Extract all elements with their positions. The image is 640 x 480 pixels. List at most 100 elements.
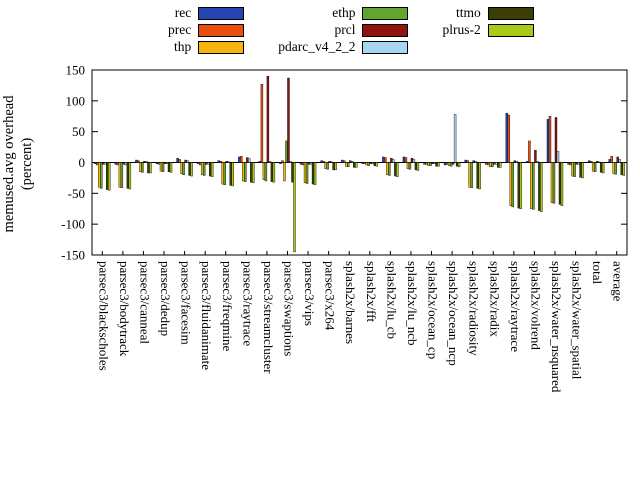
bar-thp	[406, 162, 410, 169]
legend-item: ethp	[278, 6, 409, 20]
bar-thp	[427, 162, 430, 166]
legend-item: prcl	[278, 23, 409, 37]
bar-plrus-2	[108, 162, 111, 191]
bar-thp	[118, 162, 122, 188]
legend-swatch	[362, 23, 409, 37]
bar-pdarc_v4_2_2	[433, 162, 436, 164]
bar-prcl	[390, 157, 393, 163]
bar-ethp	[100, 162, 103, 189]
bar-thp	[200, 162, 204, 176]
y-tick-label: -50	[68, 186, 85, 201]
x-tick-label: parsec3/blackscholes	[96, 261, 111, 371]
bar-prec	[137, 160, 140, 163]
bar-rec	[443, 162, 447, 166]
bar-prcl	[431, 162, 434, 164]
bar-plrus-2	[457, 162, 461, 168]
bar-prcl	[143, 161, 146, 163]
bar-ethp	[223, 162, 226, 185]
bar-ethp	[573, 162, 576, 177]
bar-plrus-2	[334, 162, 337, 171]
bar-ethp	[285, 140, 288, 163]
legend-swatch	[198, 6, 245, 20]
bar-plrus-2	[601, 162, 605, 174]
bar-plrus-2	[396, 162, 399, 177]
legend-item: pdarc_v4_2_2	[278, 40, 409, 54]
bar-thp	[468, 162, 471, 188]
legend-item: plrus-2	[442, 23, 534, 37]
bar-prec	[384, 157, 387, 163]
bar-prcl	[410, 157, 414, 163]
bar-ttmo	[188, 162, 191, 176]
bar-prcl	[307, 162, 311, 165]
bar-pdarc_v4_2_2	[556, 151, 560, 163]
bar-rec	[299, 162, 303, 165]
x-tick-label: parsec3/x264	[323, 261, 338, 331]
bar-rec	[526, 161, 529, 163]
bar-prec	[548, 116, 552, 163]
bar-ttmo	[147, 162, 150, 174]
bar-pdarc_v4_2_2	[268, 161, 272, 163]
bar-plrus-2	[190, 162, 193, 177]
bar-pdarc_v4_2_2	[309, 162, 313, 165]
bar-rec	[485, 162, 488, 165]
bar-ethp	[244, 162, 247, 182]
bar-ethp	[470, 162, 473, 188]
bar-plrus-2	[499, 162, 502, 168]
bar-pdarc_v4_2_2	[165, 162, 169, 164]
bar-rec	[279, 162, 282, 164]
bar-prcl	[493, 162, 496, 165]
bar-prcl	[204, 162, 208, 165]
legend-label: prec	[168, 22, 192, 37]
bar-ttmo	[538, 162, 541, 211]
bar-ttmo	[332, 162, 335, 171]
bar-ttmo	[394, 162, 397, 177]
bar-plrus-2	[540, 162, 543, 213]
plot-border	[91, 69, 628, 256]
x-tick-label: splash2x/fft	[364, 261, 379, 323]
bar-prec	[425, 162, 428, 165]
bar-ethp	[449, 162, 453, 167]
bar-rec	[258, 161, 262, 163]
bar-rec	[176, 157, 179, 163]
bar-ttmo	[126, 162, 130, 189]
bar-rec	[402, 156, 406, 163]
bar-ethp	[552, 162, 556, 204]
legend-swatch	[487, 6, 534, 20]
bar-ttmo	[558, 162, 562, 205]
bar-plrus-2	[313, 162, 317, 185]
bar-prec	[343, 160, 346, 163]
bar-ethp	[182, 162, 185, 176]
bar-pdarc_v4_2_2	[289, 161, 292, 163]
bar-prcl	[451, 162, 455, 165]
bar-thp	[139, 162, 142, 172]
bar-pdarc_v4_2_2	[515, 161, 519, 163]
bar-prec	[178, 159, 181, 163]
legend-swatch	[198, 40, 245, 54]
bar-prec	[528, 140, 531, 163]
bar-thp	[612, 162, 615, 174]
x-tick-label: parsec3/facesim	[179, 261, 194, 345]
bar-pdarc_v4_2_2	[474, 161, 477, 163]
bar-ethp	[388, 162, 391, 176]
x-tick-label: splash2x/lu_ncb	[405, 261, 420, 346]
bar-pdarc_v4_2_2	[145, 161, 148, 163]
bar-pdarc_v4_2_2	[227, 161, 230, 163]
bar-thp	[262, 162, 266, 180]
bar-rec	[196, 162, 200, 164]
x-tick-label: splash2x/ocean_cp	[426, 261, 441, 359]
bar-plrus-2	[478, 162, 481, 190]
bar-ttmo	[291, 162, 294, 183]
bar-prec	[157, 162, 161, 165]
x-tick-label: average	[611, 261, 626, 302]
bar-ttmo	[311, 162, 315, 185]
bar-rec	[135, 159, 138, 163]
x-tick-label: splash2x/barnes	[343, 261, 358, 344]
x-tick-label: splash2x/lu_cb	[384, 261, 399, 339]
bar-pdarc_v4_2_2	[248, 158, 251, 163]
bar-ttmo	[435, 162, 438, 167]
x-tick-label: parsec3/bodytrack	[117, 261, 132, 357]
bar-plrus-2	[272, 162, 276, 183]
bar-plrus-2	[169, 162, 173, 173]
chart-legend: rec prec thp ethp prcl pdarc_v4_2_2 ttmo plrus-…	[168, 6, 534, 54]
